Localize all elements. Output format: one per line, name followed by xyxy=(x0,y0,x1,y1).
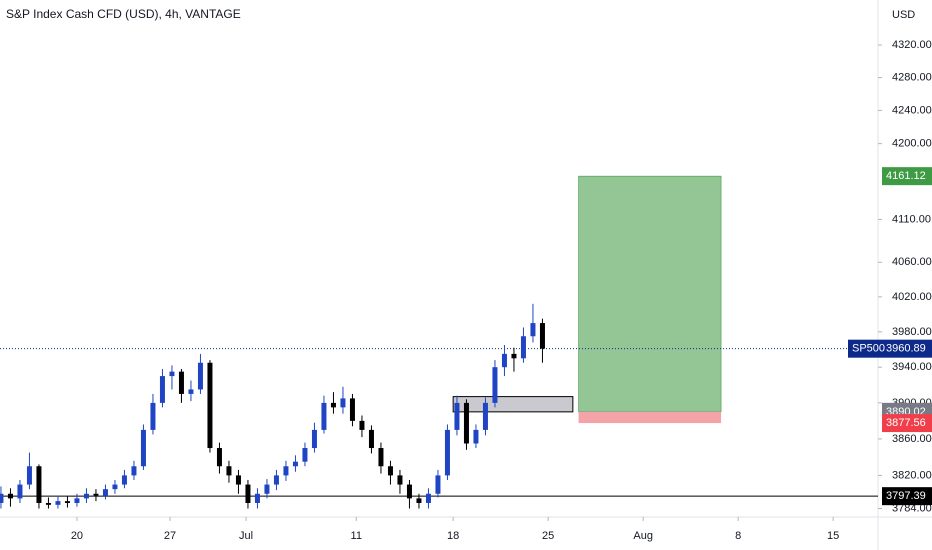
stop-label: 3877.56 xyxy=(886,417,926,429)
candle-body xyxy=(102,489,108,496)
candle-body xyxy=(121,475,127,485)
target-label-bg xyxy=(882,167,932,186)
candle-body xyxy=(169,371,175,377)
candle-body xyxy=(273,475,279,485)
candle-body xyxy=(83,493,89,499)
x-tick-label: Aug xyxy=(633,530,653,542)
candle-body xyxy=(26,466,32,485)
candle-body xyxy=(539,323,545,349)
y-tick-label: 4280.00 xyxy=(892,72,932,84)
x-tick-label: 11 xyxy=(351,530,362,542)
candle-body xyxy=(387,466,393,476)
candle-body xyxy=(74,498,80,503)
x-tick-label: 8 xyxy=(735,530,741,542)
y-tick-label: 3860.00 xyxy=(892,433,932,445)
candle-body xyxy=(45,502,51,505)
candle-body xyxy=(254,493,260,503)
last-price-label-bg xyxy=(882,339,932,358)
candle-body xyxy=(159,376,165,403)
candle-body xyxy=(340,398,346,408)
candle-body xyxy=(492,367,498,403)
candle-body xyxy=(435,475,441,494)
profit-zone xyxy=(578,175,722,413)
candle-body xyxy=(368,429,374,449)
y-tick-label: 4240.00 xyxy=(892,104,932,116)
candle-body xyxy=(131,466,137,476)
y-tick-label: 3980.00 xyxy=(892,326,932,338)
candle-body xyxy=(226,466,232,476)
candle-body xyxy=(112,484,118,490)
y-tick-label: 4320.00 xyxy=(892,39,932,51)
y-tick-label: 4020.00 xyxy=(892,291,932,303)
y-tick-label: 3784.00 xyxy=(892,502,932,514)
candle-body xyxy=(64,501,70,503)
x-tick-label: 20 xyxy=(71,530,83,542)
zone xyxy=(452,396,574,413)
candle-body xyxy=(140,429,146,467)
candle-body xyxy=(7,493,13,499)
candle-body xyxy=(188,389,194,394)
candle-body xyxy=(283,466,289,476)
stop-label-bg xyxy=(882,414,932,433)
y-tick-label: 4110.00 xyxy=(892,213,931,225)
candle-body xyxy=(36,466,42,503)
candle-body xyxy=(93,493,99,496)
candle-body xyxy=(264,484,270,494)
chart-title: S&P Index Cash CFD (USD), 4h, VANTAGE xyxy=(6,7,241,21)
y-tick-label: 4200.00 xyxy=(892,138,932,150)
candle-body xyxy=(311,429,317,449)
y-tick-label: 3820.00 xyxy=(892,469,932,481)
candle-body xyxy=(406,484,412,499)
candle-body xyxy=(55,501,61,505)
x-tick-label: 15 xyxy=(827,530,839,542)
candle-body xyxy=(150,402,156,430)
candle-body xyxy=(359,420,365,430)
x-tick-label: 27 xyxy=(164,530,176,542)
candle-body xyxy=(463,402,469,444)
candle-body xyxy=(454,402,460,430)
x-tick-label: 18 xyxy=(447,530,459,542)
candle-body xyxy=(330,402,336,408)
candle-body xyxy=(530,323,536,337)
candle-body xyxy=(302,448,308,462)
candle-body xyxy=(321,402,327,430)
candle-body xyxy=(378,448,384,467)
y-tick-label: 4060.00 xyxy=(892,256,932,268)
candle-body xyxy=(17,484,23,499)
candle-body xyxy=(416,498,422,503)
candle-body xyxy=(425,493,431,503)
target-label: 4161.12 xyxy=(886,170,926,182)
candle-body xyxy=(397,475,403,485)
symbol-label-bg xyxy=(848,339,882,358)
candle-body xyxy=(520,336,526,359)
y-axis-label: USD xyxy=(892,9,915,21)
y-tick-label: 3940.00 xyxy=(892,361,932,373)
level-label: 3797.39 xyxy=(886,490,926,502)
candle-body xyxy=(207,362,213,449)
candle-body xyxy=(482,402,488,430)
last-price-label: 3960.89 xyxy=(886,343,926,355)
symbol-label: SP500 xyxy=(852,343,885,355)
level-label-bg xyxy=(882,487,932,506)
x-tick-label: Jul xyxy=(239,530,253,542)
x-tick-label: 25 xyxy=(542,530,554,542)
candle-body xyxy=(349,398,355,421)
candle-body xyxy=(0,493,4,503)
candle-body xyxy=(178,371,184,394)
loss-zone xyxy=(578,411,722,424)
candle-body xyxy=(501,353,507,368)
candle-body xyxy=(235,475,241,485)
candle-body xyxy=(473,429,479,444)
candle-body xyxy=(511,353,517,359)
candle-body xyxy=(216,448,222,467)
candle-body xyxy=(292,461,298,467)
candle-body xyxy=(197,362,203,390)
candle-body xyxy=(245,484,251,503)
candle-body xyxy=(444,429,450,476)
